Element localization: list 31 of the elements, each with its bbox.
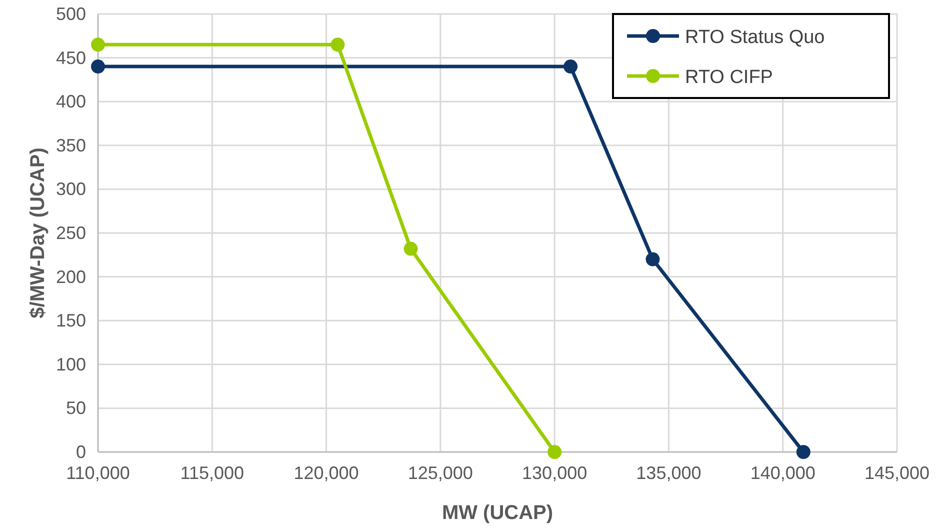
point [646, 252, 660, 266]
y-tick-label: 350 [56, 135, 86, 156]
legend-label: RTO Status Quo [685, 27, 825, 48]
legend-label: RTO CIFP [685, 67, 773, 88]
point [548, 445, 562, 459]
point [404, 242, 418, 256]
x-tick-label: 130,000 [522, 463, 588, 483]
y-tick-label: 50 [66, 398, 86, 418]
x-tick-label: 140,000 [750, 463, 816, 483]
x-tick-label: 120,000 [294, 463, 359, 483]
y-tick-label: 200 [56, 266, 86, 287]
y-tick-label: 300 [56, 179, 86, 200]
x-tick-label: 145,000 [864, 463, 930, 483]
y-tick-label: 400 [56, 92, 86, 112]
x-tick-label: 115,000 [180, 463, 244, 483]
x-tick-label: 110,000 [66, 463, 130, 483]
y-tick-label: 500 [56, 4, 86, 24]
point [91, 60, 105, 74]
point [330, 38, 345, 52]
point [91, 38, 105, 52]
x-tick-label: 125,000 [408, 463, 473, 483]
y-tick-label: 100 [56, 354, 86, 374]
point [564, 60, 578, 74]
x-tick-label: 135,000 [636, 463, 702, 483]
y-tick-label: 250 [56, 223, 86, 243]
x-axis-title: MW (UCAP) [442, 502, 554, 524]
point [796, 445, 810, 459]
y-axis-title: $/MW-Day (UCAP) [27, 148, 49, 318]
y-tick-label: 0 [76, 442, 86, 462]
y-tick-label: 150 [56, 310, 86, 331]
y-tick-label: 450 [56, 48, 86, 68]
